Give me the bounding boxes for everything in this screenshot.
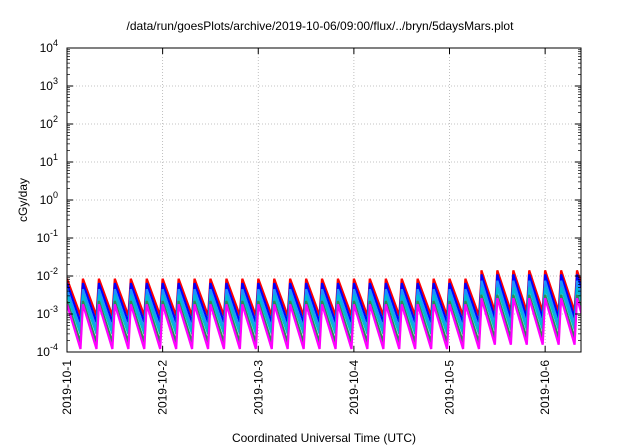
x-tick-label: 2019-10-1 xyxy=(60,360,74,415)
y-tick-label: 102 xyxy=(40,114,58,131)
y-tick-label: 101 xyxy=(40,152,58,169)
y-tick-label: 10-1 xyxy=(37,228,58,245)
series-line xyxy=(67,297,581,350)
y-tick-label: 10-3 xyxy=(37,304,58,321)
y-tick-label: 10-4 xyxy=(37,342,58,359)
y-axis-label: cGy/day xyxy=(16,178,30,222)
y-tick-label: 100 xyxy=(40,190,58,207)
y-tick-label: 10-2 xyxy=(37,266,58,283)
x-tick-label: 2019-10-3 xyxy=(251,360,265,415)
y-tick-label: 104 xyxy=(40,38,58,55)
x-tick-label: 2019-10-4 xyxy=(347,360,361,415)
y-axis: 104 103 102 101 100 10-1 10-2 10-3 10-4 xyxy=(37,38,581,359)
x-tick-label: 2019-10-6 xyxy=(538,360,552,415)
y-tick-label: 103 xyxy=(40,76,58,93)
x-axis-label: Coordinated Universal Time (UTC) xyxy=(232,431,416,445)
x-tick-label: 2019-10-5 xyxy=(443,360,457,415)
chart-title: /data/run/goesPlots/archive/2019-10-06/0… xyxy=(127,19,515,33)
series-group xyxy=(67,270,581,350)
x-axis: 2019-10-1 2019-10-2 2019-10-3 2019-10-4 2019… xyxy=(60,48,552,415)
x-tick-label: 2019-10-2 xyxy=(156,360,170,415)
